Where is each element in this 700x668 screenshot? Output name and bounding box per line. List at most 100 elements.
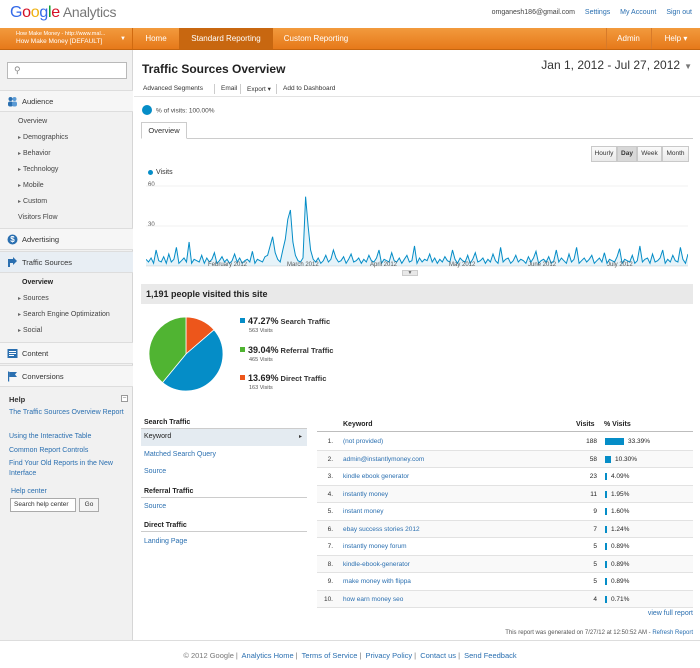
help-link-report-controls[interactable]: Common Report Controls (9, 447, 89, 454)
user-email: omganesh186@gmail.com (491, 9, 575, 16)
sidebar-item-demographics[interactable]: Demographics (18, 134, 68, 141)
account-selector[interactable]: How Make Money - http://www.mal... How M… (0, 28, 133, 49)
keyword-link[interactable]: kindle-ebook-generator (343, 560, 410, 568)
toolbar-divider (240, 84, 241, 94)
sidebar-section-conversions[interactable]: Conversions (0, 365, 133, 387)
nav-custom-reporting[interactable]: Custom Reporting (283, 34, 349, 43)
pie-slice-referral-traffic[interactable] (148, 316, 187, 384)
keyword-link[interactable]: (not provided) (343, 438, 384, 445)
sidebar-item-custom[interactable]: Custom (18, 198, 47, 205)
legend-swatch (240, 347, 245, 353)
keyword-link[interactable]: kindle ebook generator (343, 473, 410, 480)
row-number: 9. (327, 578, 333, 585)
footer-privacy[interactable]: Privacy Policy (365, 651, 413, 660)
tab-overview[interactable]: Overview (141, 122, 187, 139)
sidebar-section-content[interactable]: Content (0, 342, 133, 364)
help-link-interactive-table[interactable]: Using the Interactive Table (9, 433, 92, 440)
legend-search-traffic[interactable]: 47.27% Search Traffic 563 Visits (240, 316, 330, 334)
keyword-link[interactable]: how earn money seo (343, 595, 404, 603)
footer-contact[interactable]: Contact us (420, 651, 457, 660)
divider (141, 531, 307, 532)
left-item-matched-search-query[interactable]: Matched Search Query (144, 451, 216, 458)
visits-line-chart[interactable] (146, 178, 688, 270)
footer-terms[interactable]: Terms of Service (301, 651, 358, 660)
sign-out-link[interactable]: Sign out (666, 9, 692, 16)
traffic-pie-chart[interactable] (148, 316, 224, 392)
help-link-old-reports[interactable]: Find Your Old Reports in the New Interfa… (9, 460, 113, 477)
legend-referral-traffic[interactable]: 39.04% Referral Traffic 465 Visits (240, 345, 333, 363)
nav-home[interactable]: Home (145, 34, 167, 43)
table-row[interactable]: 6. ebay success stories 2012 7 1.24% (317, 520, 693, 538)
table-row[interactable]: 8. kindle-ebook-generator 5 0.89% (317, 555, 693, 573)
table-row[interactable]: 7. instantly money forum 5 0.89% (317, 538, 693, 556)
table-row[interactable]: 1. (not provided) 188 33.39% (317, 433, 693, 451)
nav-standard-reporting[interactable]: Standard Reporting (179, 28, 273, 49)
header-keyword[interactable]: Keyword (343, 421, 373, 428)
email-button[interactable]: Email (221, 85, 238, 92)
nav-admin[interactable]: Admin (606, 28, 650, 49)
help-link-traffic-overview[interactable]: The Traffic Sources Overview Report (9, 409, 124, 416)
sidebar-search-input[interactable]: ⚲ (7, 62, 127, 79)
sidebar-section-audience[interactable]: Audience (0, 90, 133, 112)
report-toolbar: Advanced Segments Email Export ▾ Add to … (134, 81, 700, 97)
sidebar-item-seo[interactable]: Search Engine Optimization (18, 311, 110, 318)
table-row[interactable]: 4. instantly money 11 1.95% (317, 485, 693, 503)
legend-direct-traffic[interactable]: 13.69% Direct Traffic 163 Visits (240, 373, 326, 391)
view-full-report-link[interactable]: view full report (647, 610, 693, 617)
keyword-link[interactable]: instantly money forum (343, 543, 407, 550)
legend-dot-icon (148, 169, 153, 175)
sidebar-item-mobile[interactable]: Mobile (18, 182, 44, 189)
keyword-link[interactable]: ebay success stories 2012 (343, 525, 420, 533)
left-item-keyword[interactable]: Keyword ▸ (141, 429, 307, 446)
granularity-month-button[interactable]: Month (662, 146, 689, 162)
google-analytics-logo[interactable]: Google Analytics (10, 4, 116, 22)
help-center-search-input[interactable]: Search help center (10, 498, 76, 512)
main-nav: How Make Money - http://www.mal... How M… (0, 28, 700, 50)
pct-bar (605, 595, 607, 603)
sidebar-item-sources[interactable]: Sources (18, 295, 49, 302)
keyword-link[interactable]: admin@instantlymoney.com (343, 455, 425, 463)
table-row[interactable]: 9. make money with flippa 5 0.89% (317, 573, 693, 591)
date-range-picker[interactable]: Jan 1, 2012 - Jul 27, 2012 ▼ (541, 58, 692, 72)
table-row[interactable]: 2. admin@instantlymoney.com 58 10.30% (317, 450, 693, 468)
sidebar-item-visitors-flow[interactable]: Visitors Flow (18, 214, 58, 221)
minimize-icon[interactable]: – (121, 395, 128, 402)
chart-resize-handle[interactable]: ▼ (402, 270, 418, 276)
sidebar-section-advertising[interactable]: $ Advertising (0, 228, 133, 250)
keyword-link[interactable]: instant money (343, 508, 384, 515)
refresh-report-link[interactable]: Refresh Report (652, 630, 693, 636)
help-center-go-button[interactable]: Go (79, 498, 99, 512)
footer-analytics-home[interactable]: Analytics Home (241, 651, 294, 660)
visits-value: 4 (593, 595, 597, 603)
advanced-segments-button[interactable]: Advanced Segments (143, 85, 203, 92)
export-button[interactable]: Export ▾ (247, 85, 271, 93)
granularity-day-button[interactable]: Day (617, 146, 637, 162)
header-pct-visits[interactable]: % Visits (604, 421, 631, 428)
table-row[interactable]: 3. kindle ebook generator 23 4.09% (317, 468, 693, 486)
keyword-link[interactable]: instantly money (343, 490, 389, 498)
sidebar-item-overview[interactable]: Overview (18, 118, 48, 125)
keyword-link[interactable]: make money with flippa (343, 578, 411, 585)
add-to-dashboard-button[interactable]: Add to Dashboard (283, 85, 336, 92)
left-item-referral-source[interactable]: Source (144, 503, 167, 510)
nav-help[interactable]: Help ▾ (651, 28, 700, 49)
sidebar-item-social[interactable]: Social (18, 327, 42, 334)
my-account-link[interactable]: My Account (620, 9, 657, 16)
settings-link[interactable]: Settings (584, 9, 611, 16)
sidebar-item-behavior[interactable]: Behavior (18, 150, 51, 157)
table-row[interactable]: 10. how earn money seo 4 0.71% (317, 590, 693, 608)
pie-slice-search-traffic[interactable] (161, 329, 224, 392)
table-row[interactable]: 5. instant money 9 1.60% (317, 503, 693, 521)
row-number: 8. (327, 560, 333, 568)
sidebar-section-traffic-sources[interactable]: Traffic Sources (0, 251, 133, 273)
footer-feedback[interactable]: Send Feedback (464, 651, 517, 660)
granularity-week-button[interactable]: Week (637, 146, 662, 162)
header-visits[interactable]: Visits (576, 421, 595, 428)
granularity-hourly-button[interactable]: Hourly (591, 146, 617, 162)
pct-value: 1.95% (611, 490, 630, 498)
sidebar-item-technology[interactable]: Technology (18, 166, 58, 173)
sidebar-item-traffic-overview[interactable]: Overview (22, 279, 54, 286)
left-item-landing-page[interactable]: Landing Page (144, 538, 188, 545)
left-item-search-source[interactable]: Source (144, 468, 167, 475)
x-tick-label: February 2012 (208, 262, 248, 268)
